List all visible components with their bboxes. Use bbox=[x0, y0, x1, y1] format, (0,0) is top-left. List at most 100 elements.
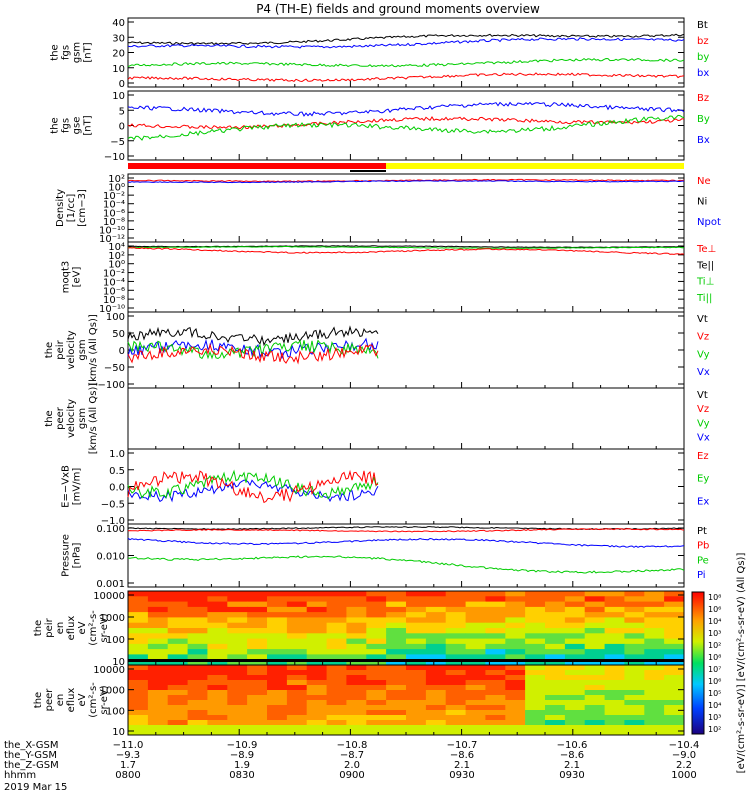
legend: Bz By Bx bbox=[697, 93, 710, 146]
colorbar-tick-label: 10⁶ bbox=[708, 677, 721, 686]
legend-item: Ez bbox=[697, 451, 709, 462]
series-bz bbox=[127, 72, 685, 83]
colorbar: 10⁸ 10⁶ 10⁴ 10³ 10² 10⁸ 10⁷ 10⁶ 10⁵ 10⁴ 10³ 10² [eV/… bbox=[691, 553, 747, 774]
xaxis-row-label: hhmm bbox=[4, 770, 36, 781]
y-tick-label: 10² bbox=[108, 174, 125, 185]
series-Vt bbox=[127, 325, 379, 347]
legend-item: Te|| bbox=[696, 260, 714, 271]
xaxis-value: −10.4 bbox=[669, 740, 700, 751]
series-Pb bbox=[127, 528, 685, 533]
legend-item: By bbox=[697, 114, 710, 125]
y-tick-label: −50 bbox=[104, 363, 125, 374]
colorbar-tick-label: 10⁵ bbox=[708, 689, 721, 698]
y-tick-label: 10² bbox=[108, 251, 125, 262]
y-tick-label: 10⁰ bbox=[108, 183, 125, 194]
y-tick-label: 0.100 bbox=[96, 524, 125, 535]
y-tick-label: 10⁴ bbox=[108, 242, 125, 253]
legend-item: bz bbox=[697, 36, 709, 47]
series-Pi bbox=[127, 537, 685, 548]
legend-item: Bx bbox=[697, 135, 710, 146]
mode-bar-yellow bbox=[386, 163, 684, 169]
y-tick-label: 0 bbox=[119, 346, 125, 357]
spectrogram-fill-band bbox=[128, 659, 684, 662]
y-tick-label: 20 bbox=[112, 49, 125, 60]
y-tick-label: 0.001 bbox=[96, 579, 125, 590]
y-tick-label: 1000 bbox=[100, 686, 125, 697]
y-tick-label: 10 bbox=[112, 657, 125, 668]
y-tick-label: 10⁻⁸ bbox=[103, 217, 125, 228]
y-tick-label: 0.010 bbox=[96, 552, 125, 563]
legend: Te⊥ Te|| Ti⊥ Ti|| bbox=[696, 244, 716, 304]
legend-item: Pe bbox=[697, 555, 709, 566]
panel-pressure: 0.100 0.010 0.001 Pressure[nPa] Pt Pb Pe Pi bbox=[61, 523, 709, 590]
legend-item: Ti⊥ bbox=[696, 277, 714, 288]
y-tick-label: 50 bbox=[112, 329, 125, 340]
series-Pe bbox=[127, 555, 685, 574]
legend-item: Ne bbox=[697, 176, 711, 187]
legend-item: Te⊥ bbox=[696, 244, 716, 255]
y-tick-label: 100 bbox=[106, 706, 125, 717]
panel-frame bbox=[127, 173, 685, 243]
xaxis-value: 0800 bbox=[115, 770, 140, 781]
panel-frame bbox=[127, 17, 685, 88]
y-tick-label: 10⁻⁶ bbox=[103, 208, 125, 219]
y-axis-label: thefgsgsm[nT] bbox=[50, 42, 94, 63]
y-tick-label: 1.0 bbox=[109, 449, 125, 460]
y-tick-label: 10⁻¹⁰ bbox=[99, 304, 125, 315]
series-Bx bbox=[127, 101, 685, 117]
y-tick-label: 10⁻⁴ bbox=[103, 277, 125, 288]
y-axis-label: thepeirvelocitygsm[km/s (All Qs)] bbox=[44, 314, 99, 386]
legend: Bt bz by bx bbox=[697, 20, 709, 79]
xaxis-value: 0930 bbox=[559, 770, 584, 781]
xaxis-value: −8.6 bbox=[450, 750, 474, 761]
colorbar-tick-label: 10² bbox=[708, 641, 721, 650]
xaxis-value: −8.9 bbox=[230, 750, 254, 761]
y-tick-label: 10 bbox=[112, 727, 125, 738]
xaxis-value: 0930 bbox=[449, 770, 474, 781]
y-tick-label: 10⁻² bbox=[103, 191, 125, 202]
xaxis-row-label: the_Y-GSM bbox=[4, 750, 57, 761]
colorbar-gradient bbox=[691, 591, 705, 735]
y-tick-label: −5 bbox=[110, 137, 125, 148]
colorbar-label: [eV/(cm²-s-sr-eV)] [eV/(cm²-s-sr-eV) (Al… bbox=[736, 553, 747, 774]
legend-item: Vt bbox=[697, 390, 708, 401]
xaxis-value: −8.7 bbox=[340, 750, 364, 761]
y-tick-label: −0.5 bbox=[101, 499, 125, 510]
legend-item: Vy bbox=[697, 349, 710, 360]
legend-item: bx bbox=[697, 68, 709, 79]
mode-bar-flag bbox=[350, 170, 386, 172]
xaxis-value: −11.0 bbox=[113, 740, 144, 751]
y-tick-label: 10⁰ bbox=[108, 260, 125, 271]
xaxis-value: −10.8 bbox=[337, 740, 368, 751]
series-Ez bbox=[127, 469, 379, 504]
legend-item: Vz bbox=[697, 404, 709, 415]
panel-peer-eflux: 10000 1000 100 10thepeerenefluxeV(cm²-s-sr-… bbox=[33, 664, 685, 738]
y-tick-label: 10⁻¹⁰ bbox=[99, 225, 125, 236]
series-Bz bbox=[127, 116, 685, 130]
colorbar-tick-label: 10² bbox=[708, 725, 721, 734]
colorbar-tick-label: 10⁷ bbox=[708, 665, 721, 674]
y-tick-label: −100 bbox=[98, 380, 125, 391]
legend-item: Bz bbox=[697, 93, 709, 104]
xaxis-value: −8.6 bbox=[560, 750, 584, 761]
xaxis-value: 2.2 bbox=[676, 760, 692, 771]
y-tick-label: 1000 bbox=[100, 613, 125, 624]
legend-item: Ex bbox=[697, 496, 709, 507]
xaxis-value: −10.9 bbox=[227, 740, 258, 751]
xaxis-row-label: the_Z-GSM bbox=[4, 760, 59, 771]
legend-item: by bbox=[697, 52, 709, 63]
y-tick-label: 10 bbox=[112, 64, 125, 75]
y-axis-label: thepeervelocitygsm[km/s (All Qs)] bbox=[44, 383, 99, 455]
legend-item: Vx bbox=[697, 433, 710, 444]
y-tick-label: 100 bbox=[106, 635, 125, 646]
series-Te-perp bbox=[127, 247, 685, 255]
colorbar-tick-label: 10³ bbox=[708, 629, 721, 638]
colorbar-tick-label: 10⁸ bbox=[708, 653, 721, 662]
series-Vz bbox=[127, 342, 379, 365]
legend-item: Ni bbox=[697, 197, 707, 208]
legend-item: Ey bbox=[697, 474, 709, 485]
y-tick-label: 10⁻⁶ bbox=[103, 286, 125, 297]
y-tick-label: 40 bbox=[112, 18, 125, 29]
series-Ne bbox=[127, 178, 685, 183]
